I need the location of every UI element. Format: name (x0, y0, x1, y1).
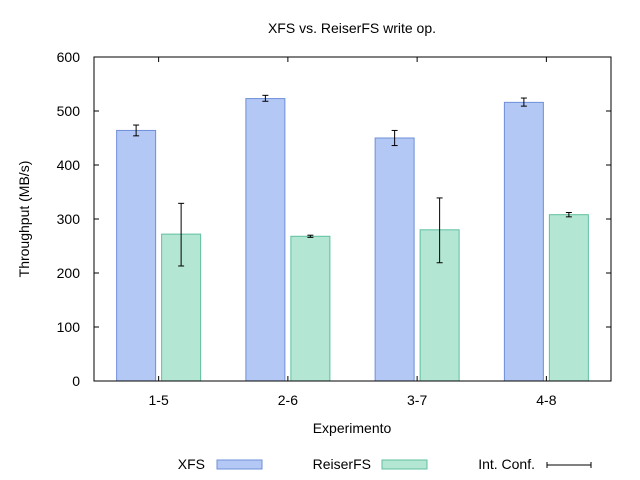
y-tick-label: 600 (57, 49, 81, 65)
error-bar (436, 197, 443, 264)
error-bar (520, 97, 527, 107)
bar-reiserfs-4-8 (548, 214, 589, 382)
x-axis-label: Experimento (313, 420, 392, 436)
chart-title: XFS vs. ReiserFS write op. (268, 20, 436, 36)
x-tick-label: 1-5 (149, 392, 169, 408)
bar-xfs-2-6 (245, 98, 286, 382)
y-tick-label: 400 (57, 157, 81, 173)
legend-errorbar-sample (546, 462, 592, 468)
y-tick-label: 300 (57, 211, 81, 227)
error-bar (391, 129, 398, 147)
legend-swatch-reiserfs (381, 459, 428, 470)
error-bar (133, 124, 140, 137)
y-axis: 0 100 200 300 400 500 600 (57, 49, 611, 389)
bar-reiserfs-2-6 (290, 235, 331, 382)
plot-area (116, 94, 589, 382)
legend-label-reiserfs: ReiserFS (313, 456, 371, 472)
x-axis: 1-5 2-6 3-7 4-8 (149, 57, 557, 408)
y-tick-label: 100 (57, 319, 81, 335)
y-tick-label: 0 (72, 373, 80, 389)
x-tick-label: 3-7 (407, 392, 427, 408)
error-bar (262, 94, 269, 102)
x-tick-label: 4-8 (536, 392, 556, 408)
error-bar (307, 234, 314, 238)
bar-xfs-4-8 (503, 101, 544, 382)
y-tick-label: 500 (57, 103, 81, 119)
legend-swatch-xfs (216, 459, 263, 470)
error-bar (178, 202, 185, 267)
bar-xfs-3-7 (374, 137, 415, 382)
y-axis-label: Throughput (MB/s) (16, 161, 32, 278)
legend: XFS ReiserFS Int. Conf. (178, 456, 592, 472)
x-tick-label: 2-6 (278, 392, 298, 408)
error-bar (565, 212, 572, 218)
legend-label-conf-int: Int. Conf. (478, 456, 535, 472)
bar-xfs-1-5 (116, 129, 157, 382)
y-tick-label: 200 (57, 265, 81, 281)
legend-label-xfs: XFS (178, 456, 205, 472)
